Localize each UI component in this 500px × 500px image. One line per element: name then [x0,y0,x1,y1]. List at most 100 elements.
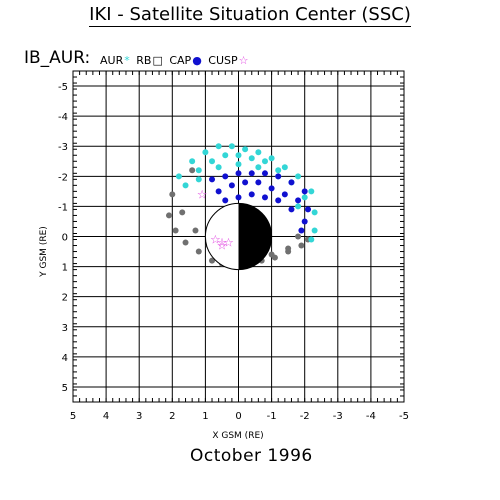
x-tick-label: 1 [202,411,208,422]
y-tick-label: 5 [62,383,68,394]
data-point-rb [209,257,216,264]
data-point-aur [308,236,315,243]
data-point-aur [215,143,222,150]
data-point-aur [255,164,262,171]
y-axis-label: Y GSM (RE) [39,226,49,278]
chart-title: IKI - Satellite Situation Center (SSC) [89,4,411,27]
data-point-cap [242,179,249,186]
data-point-aur [295,173,302,180]
data-point-cap [275,197,282,204]
x-axis-label: X GSM (RE) [212,431,263,441]
data-point-aur [202,149,209,156]
data-point-aur [189,158,196,165]
legend-label-rb: RB [136,54,152,67]
data-point-aur [209,158,216,165]
earth-night-side [238,203,272,270]
y-tick-label: -3 [58,142,68,153]
data-point-rb [295,233,302,240]
data-point-cap [275,173,282,180]
data-point-aur [248,155,255,162]
data-point-cap [305,206,312,213]
data-point-cusp: ☆ [223,236,234,250]
data-point-aur [242,146,249,153]
legend-label-cusp: CUSP [208,54,238,67]
date-label: October 1996 [190,446,313,466]
data-point-aur [311,227,318,234]
y-tick-label: 2 [62,293,68,304]
data-point-cusp: ☆ [217,239,228,253]
data-point-cap [281,191,288,198]
data-point-cap [288,206,295,213]
data-point-aur [261,158,268,165]
data-point-aur [281,164,288,171]
x-tick-label: -1 [267,411,277,422]
x-tick-label: 2 [169,411,175,422]
data-point-cap [222,197,229,204]
data-point-aur [301,194,308,201]
data-point-aur [228,143,235,150]
data-point-cap [268,185,275,192]
data-point-cap [261,194,268,201]
data-point-cap [235,194,242,201]
y-tick-label: 4 [62,353,68,364]
x-tick-label: -3 [333,411,343,422]
data-point-cap [248,170,255,177]
data-point-aur [311,209,318,216]
x-tick-label: -2 [300,411,310,422]
data-point-cap [288,179,295,186]
x-tick-label: -4 [366,411,376,422]
data-point-aur [215,164,222,171]
data-point-aur [195,176,202,183]
data-point-cap [248,191,255,198]
y-tick-label: -1 [58,202,68,213]
data-point-cap [301,218,308,225]
data-point-cap [228,182,235,189]
data-point-aur [308,188,315,195]
data-point-rb [169,191,176,198]
data-point-aur [222,152,229,159]
data-point-aur [275,167,282,174]
data-point-rb [195,248,202,255]
data-point-rb [285,245,292,252]
data-point-cap [209,176,216,183]
legend-label-cap: CAP [169,54,192,67]
data-point-cusp: ☆ [197,187,208,201]
data-point-cusp: ☆ [210,233,221,247]
y-tick-label: -5 [58,82,68,93]
data-point-rb [298,242,305,249]
x-tick-label: 0 [235,411,241,422]
x-tick-label: -5 [399,411,409,422]
data-point-cap [222,173,229,180]
data-point-rb [172,227,179,234]
y-tick-label: 3 [62,323,68,334]
x-tick-label: 5 [70,411,76,422]
data-point-rb [268,251,275,258]
data-point-cap [235,170,242,177]
data-point-rb [182,239,189,246]
data-point-aur [195,167,202,174]
x-tick-label: 3 [136,411,142,422]
data-point-rb [179,209,186,216]
data-point-aur [235,152,242,159]
data-point-aur [175,173,182,180]
y-tick-label: -4 [58,112,68,123]
data-point-cap [298,227,305,234]
data-point-cap [261,170,268,177]
plot-name: IB_AUR: [24,48,91,68]
legend-symbol-rb: □ [152,54,163,67]
legend-symbol-aur: * [124,54,130,67]
data-point-cap [255,179,262,186]
data-point-rb [165,212,172,219]
data-point-aur [235,161,242,168]
data-point-cap [301,188,308,195]
data-point-aur [295,203,302,210]
data-point-rb [189,167,196,174]
data-point-aur [268,155,275,162]
y-tick-label: 0 [62,233,68,244]
data-point-cap [295,197,302,204]
y-tick-label: 1 [62,263,68,274]
plot-frame [72,70,405,403]
data-point-cusp: ☆ [217,236,228,250]
legend-symbol-cusp: ☆ [238,54,249,67]
x-tick-label: 4 [103,411,109,422]
